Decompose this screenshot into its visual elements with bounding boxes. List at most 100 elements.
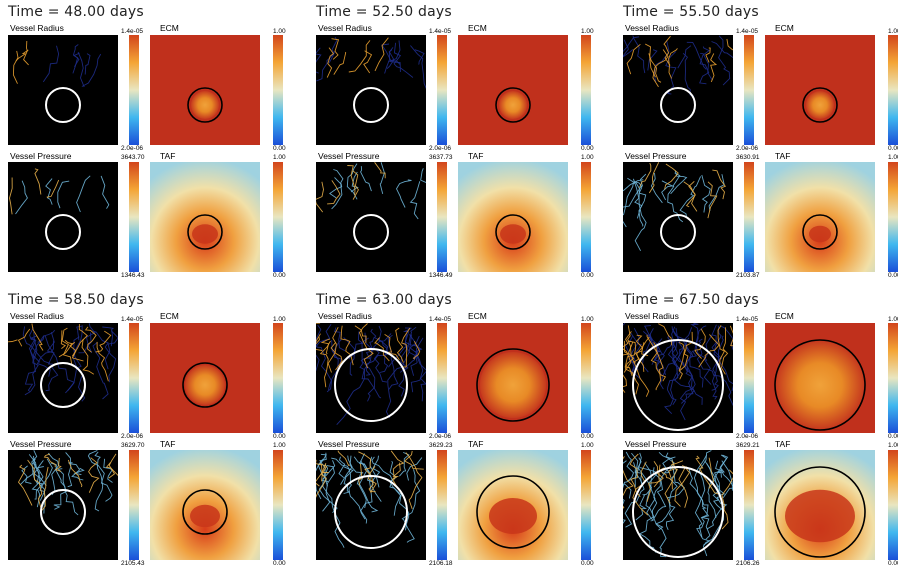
ecm-min: 0.00: [273, 145, 286, 152]
taf-label: TAF: [160, 151, 176, 161]
vessel-pressure-colorbar: [744, 162, 754, 272]
taf-label: TAF: [775, 151, 791, 161]
taf-max: 1.00: [273, 154, 286, 161]
vessel-radius-label: Vessel Radius: [318, 311, 372, 321]
vessel-pressure-colorbar: [744, 450, 754, 560]
taf-min: 0.00: [273, 272, 286, 279]
vessel-pressure-label: Vessel Pressure: [318, 439, 380, 449]
pressure-max: 3629.23: [429, 442, 453, 449]
ecm-image: [458, 323, 568, 433]
ecm-image: [458, 35, 568, 145]
vessel-pressure-image: [8, 162, 118, 272]
taf-min: 0.00: [581, 560, 594, 567]
vessel-radius-colorbar: [744, 323, 754, 433]
pressure-min: 2103.87: [736, 272, 760, 279]
vessel-pressure-image: [623, 450, 733, 560]
taf-min: 0.00: [888, 560, 898, 567]
vessel-pressure-label: Vessel Pressure: [10, 151, 72, 161]
pressure-min: 2106.26: [736, 560, 760, 567]
vessel-radius-colorbar: [129, 323, 139, 433]
pressure-max: 3643.70: [121, 154, 145, 161]
taf-colorbar: [273, 162, 283, 272]
taf-colorbar: [888, 162, 898, 272]
vessel-radius-label: Vessel Radius: [10, 311, 64, 321]
taf-colorbar: [581, 162, 591, 272]
ecm-label: ECM: [468, 23, 487, 33]
time-title: Time = 48.00 days: [8, 4, 144, 20]
vessel-pressure-image: [316, 450, 426, 560]
vessel-pressure-label: Vessel Pressure: [625, 439, 687, 449]
time-title: Time = 63.00 days: [316, 292, 452, 308]
vessel-radius-image: [623, 323, 733, 433]
radius-min: 2.0e-06: [736, 433, 759, 440]
sim-panel: Time = 58.50 days Vessel Radius ECM Vess…: [8, 292, 304, 572]
vessel-pressure-label: Vessel Pressure: [625, 151, 687, 161]
ecm-image: [150, 35, 260, 145]
vessel-radius-colorbar: [437, 35, 447, 145]
sim-panel: Time = 48.00 days Vessel Radius ECM Vess…: [8, 4, 304, 284]
ecm-label: ECM: [775, 23, 794, 33]
time-title: Time = 52.50 days: [316, 4, 452, 20]
ecm-max: 1.00: [581, 28, 594, 35]
taf-max: 1.00: [888, 154, 898, 161]
vessel-pressure-colorbar: [437, 450, 447, 560]
taf-max: 1.00: [581, 442, 594, 449]
taf-colorbar: [581, 450, 591, 560]
pressure-min: 2106.18: [429, 560, 453, 567]
ecm-min: 0.00: [581, 145, 594, 152]
radius-max: 1.4e-05: [429, 28, 452, 35]
vessel-radius-image: [623, 35, 733, 145]
pressure-max: 3637.73: [429, 154, 453, 161]
radius-max: 1.4e-05: [121, 28, 144, 35]
taf-image: [458, 450, 568, 560]
taf-max: 1.00: [581, 154, 594, 161]
sim-panel: Time = 55.50 days Vessel Radius ECM Vess…: [623, 4, 898, 284]
time-title: Time = 67.50 days: [623, 292, 759, 308]
vessel-pressure-colorbar: [129, 450, 139, 560]
vessel-radius-image: [316, 323, 426, 433]
ecm-colorbar: [273, 323, 283, 433]
taf-label: TAF: [160, 439, 176, 449]
ecm-min: 0.00: [888, 145, 898, 152]
taf-colorbar: [888, 450, 898, 560]
taf-label: TAF: [775, 439, 791, 449]
taf-min: 0.00: [888, 272, 898, 279]
taf-label: TAF: [468, 439, 484, 449]
vessel-radius-colorbar: [129, 35, 139, 145]
ecm-colorbar: [581, 35, 591, 145]
vessel-pressure-colorbar: [437, 162, 447, 272]
taf-image: [765, 450, 875, 560]
ecm-min: 0.00: [581, 433, 594, 440]
vessel-radius-label: Vessel Radius: [318, 23, 372, 33]
radius-min: 2.0e-06: [121, 433, 144, 440]
time-title: Time = 55.50 days: [623, 4, 759, 20]
ecm-min: 0.00: [273, 433, 286, 440]
pressure-max: 3629.70: [121, 442, 145, 449]
vessel-radius-label: Vessel Radius: [625, 23, 679, 33]
ecm-max: 1.00: [581, 316, 594, 323]
taf-label: TAF: [468, 151, 484, 161]
taf-image: [765, 162, 875, 272]
ecm-colorbar: [273, 35, 283, 145]
pressure-min: 1346.43: [121, 272, 145, 279]
vessel-pressure-image: [316, 162, 426, 272]
vessel-pressure-label: Vessel Pressure: [10, 439, 72, 449]
radius-max: 1.4e-05: [736, 28, 759, 35]
ecm-max: 1.00: [273, 28, 286, 35]
ecm-image: [765, 35, 875, 145]
taf-min: 0.00: [273, 560, 286, 567]
ecm-max: 1.00: [888, 28, 898, 35]
vessel-radius-image: [8, 323, 118, 433]
taf-image: [458, 162, 568, 272]
vessel-radius-label: Vessel Radius: [10, 23, 64, 33]
pressure-max: 3629.21: [736, 442, 760, 449]
radius-min: 2.0e-06: [121, 145, 144, 152]
radius-min: 2.0e-06: [736, 145, 759, 152]
taf-colorbar: [273, 450, 283, 560]
taf-max: 1.00: [888, 442, 898, 449]
taf-max: 1.00: [273, 442, 286, 449]
taf-image: [150, 162, 260, 272]
ecm-image: [150, 323, 260, 433]
ecm-min: 0.00: [888, 433, 898, 440]
radius-max: 1.4e-05: [121, 316, 144, 323]
